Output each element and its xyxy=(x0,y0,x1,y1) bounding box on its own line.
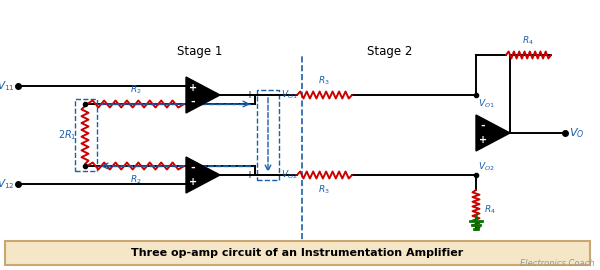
Text: -: - xyxy=(481,121,485,131)
Text: $R_4$: $R_4$ xyxy=(484,204,496,216)
Text: +: + xyxy=(245,90,253,100)
Text: $R_2$: $R_2$ xyxy=(130,83,142,96)
Text: $V_{O1}$: $V_{O1}$ xyxy=(281,89,298,101)
Text: $R_2$: $R_2$ xyxy=(130,174,142,187)
Text: $2R_1$: $2R_1$ xyxy=(58,128,76,142)
Polygon shape xyxy=(476,115,510,151)
Text: $V_{O1}$: $V_{O1}$ xyxy=(478,97,494,110)
Text: +: + xyxy=(189,177,197,187)
Text: $V_{O2}$: $V_{O2}$ xyxy=(478,160,494,173)
Text: $V_{O2}$: $V_{O2}$ xyxy=(281,169,298,181)
Text: Stage 2: Stage 2 xyxy=(367,46,413,59)
Text: -: - xyxy=(191,163,196,173)
FancyBboxPatch shape xyxy=(5,241,590,265)
Text: +: + xyxy=(189,83,197,93)
Text: +: + xyxy=(245,170,253,180)
Text: $R_4$: $R_4$ xyxy=(522,35,534,47)
Polygon shape xyxy=(186,77,220,113)
Text: $V_O$: $V_O$ xyxy=(569,126,584,140)
Text: $R_3$: $R_3$ xyxy=(318,183,330,195)
Text: Electronics Coach: Electronics Coach xyxy=(521,259,595,268)
Text: $V_{12}$: $V_{12}$ xyxy=(0,177,15,191)
Text: $R_3$: $R_3$ xyxy=(318,75,330,87)
Polygon shape xyxy=(186,157,220,193)
Text: $V_{11}$: $V_{11}$ xyxy=(0,79,15,93)
Text: Three op-amp circuit of an Instrumentation Amplifier: Three op-amp circuit of an Instrumentati… xyxy=(131,248,464,258)
Text: Stage 1: Stage 1 xyxy=(178,46,223,59)
Text: +: + xyxy=(479,135,487,145)
Text: -: - xyxy=(191,97,196,107)
